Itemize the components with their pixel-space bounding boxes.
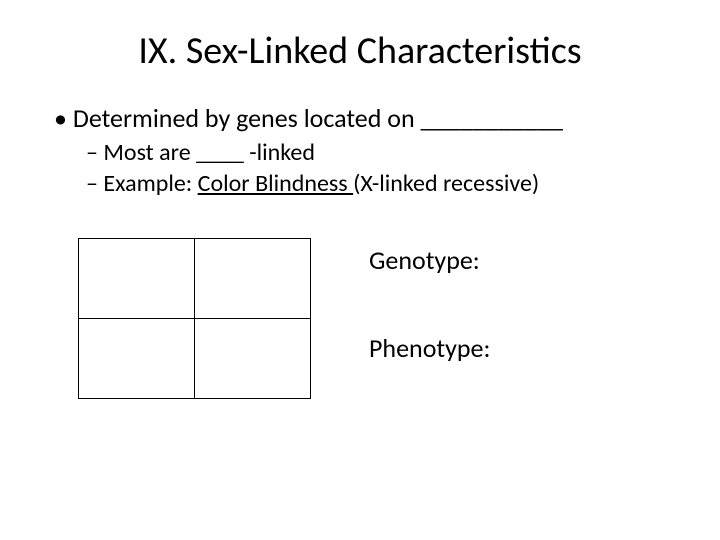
bullet-level2-b: Example: Color Blindness (X-linked reces… xyxy=(86,169,670,198)
content-row: Genotype: Phenotype: xyxy=(50,238,670,420)
punnett-cell xyxy=(195,319,311,399)
bullet-l2b-underlined: Color Blindness xyxy=(198,169,353,198)
punnett-square xyxy=(78,238,311,399)
slide: IX. Sex-Linked Characteristics Determine… xyxy=(0,0,720,540)
bullet-l2b-suffix: (X-linked recessive) xyxy=(353,169,539,198)
phenotype-label: Phenotype: xyxy=(369,332,490,364)
table-row xyxy=(79,239,311,319)
labels-column: Genotype: Phenotype: xyxy=(369,244,490,420)
punnett-cell xyxy=(79,239,195,319)
punnett-cell xyxy=(79,319,195,399)
punnett-cell xyxy=(195,239,311,319)
genotype-label: Genotype: xyxy=(369,244,490,276)
bullet-level2-a: Most are ____ -linked xyxy=(86,138,670,167)
table-row xyxy=(79,319,311,399)
bullet-l2b-prefix: Example: xyxy=(103,169,197,198)
slide-title: IX. Sex-Linked Characteristics xyxy=(50,28,670,74)
bullet-level1: Determined by genes located on _________… xyxy=(54,102,670,134)
